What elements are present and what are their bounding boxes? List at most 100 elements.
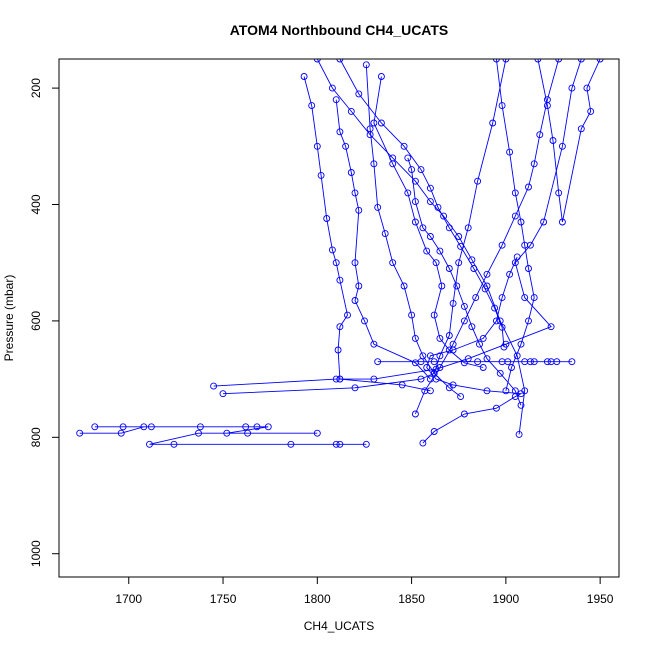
data-point bbox=[525, 265, 532, 272]
series-profile-d bbox=[332, 96, 434, 383]
series-line bbox=[335, 99, 431, 380]
data-point bbox=[498, 241, 506, 249]
data-point bbox=[449, 340, 457, 348]
data-point bbox=[336, 323, 344, 331]
data-point bbox=[436, 352, 444, 360]
data-point bbox=[370, 119, 378, 127]
data-point bbox=[445, 332, 453, 339]
data-point bbox=[313, 59, 321, 63]
x-tick-label: 1700 bbox=[115, 592, 142, 606]
y-tick-label: 1000 bbox=[29, 540, 43, 567]
series-line bbox=[365, 64, 461, 397]
data-point bbox=[119, 423, 127, 431]
data-point bbox=[328, 84, 336, 92]
data-point bbox=[502, 387, 510, 395]
data-point bbox=[242, 423, 250, 431]
data-point bbox=[530, 160, 538, 168]
series-profile-i bbox=[534, 59, 604, 226]
data-point bbox=[334, 346, 342, 354]
series-level-leg-a bbox=[374, 358, 576, 366]
y-tick-label: 200 bbox=[29, 78, 43, 98]
data-point bbox=[530, 358, 538, 366]
series-profile-m bbox=[411, 59, 563, 418]
series-line bbox=[222, 59, 507, 395]
data-point bbox=[400, 142, 408, 150]
data-point bbox=[491, 304, 499, 312]
data-point bbox=[355, 206, 363, 214]
data-point bbox=[117, 429, 125, 437]
x-axis-label: CH4_UCATS bbox=[304, 619, 374, 633]
data-point bbox=[417, 166, 425, 174]
data-point bbox=[513, 352, 521, 360]
data-point bbox=[577, 125, 585, 133]
data-point bbox=[496, 317, 504, 325]
data-point bbox=[511, 393, 519, 401]
data-point bbox=[332, 96, 340, 104]
series-profile-g bbox=[404, 154, 525, 409]
data-point bbox=[317, 171, 325, 179]
data-point bbox=[351, 384, 359, 392]
data-point bbox=[460, 302, 468, 310]
data-point bbox=[498, 102, 506, 110]
y-tick-label: 400 bbox=[29, 194, 43, 214]
data-point bbox=[504, 358, 512, 366]
data-point bbox=[432, 375, 440, 383]
data-point bbox=[502, 59, 510, 63]
data-point bbox=[411, 218, 419, 226]
data-point bbox=[555, 59, 563, 63]
data-point bbox=[351, 189, 359, 197]
data-point bbox=[577, 59, 585, 63]
data-point bbox=[511, 212, 519, 220]
data-point bbox=[417, 358, 425, 366]
data-point bbox=[568, 84, 576, 92]
data-point bbox=[530, 294, 538, 302]
data-point bbox=[332, 375, 340, 383]
plot-frame bbox=[58, 58, 620, 578]
data-point bbox=[336, 59, 344, 63]
data-point bbox=[489, 119, 497, 127]
data-point bbox=[457, 393, 465, 401]
data-point bbox=[419, 439, 427, 447]
data-point bbox=[300, 73, 308, 80]
x-tick-label: 1950 bbox=[587, 592, 614, 606]
data-point bbox=[453, 282, 461, 290]
data-point bbox=[436, 247, 444, 255]
data-point bbox=[355, 90, 363, 98]
data-point bbox=[195, 429, 202, 437]
data-point bbox=[430, 428, 438, 435]
data-point bbox=[408, 311, 416, 319]
data-point bbox=[449, 299, 457, 307]
data-point bbox=[536, 131, 544, 139]
series-profile-l bbox=[336, 59, 508, 351]
data-point bbox=[336, 276, 344, 284]
data-point bbox=[506, 148, 514, 156]
data-point bbox=[596, 59, 604, 63]
data-point bbox=[553, 358, 561, 366]
data-point bbox=[398, 381, 406, 389]
data-point bbox=[460, 317, 468, 325]
series-line bbox=[537, 59, 601, 223]
series-line bbox=[373, 76, 484, 368]
data-point bbox=[404, 189, 412, 197]
data-point bbox=[377, 119, 385, 127]
data-point bbox=[543, 96, 551, 104]
series-layer bbox=[76, 59, 604, 448]
data-point bbox=[147, 423, 155, 431]
data-point bbox=[342, 142, 350, 150]
y-tick-label: 800 bbox=[29, 427, 43, 447]
data-point bbox=[264, 423, 272, 431]
data-point bbox=[419, 224, 427, 232]
series-profile-b bbox=[219, 59, 510, 398]
data-point bbox=[347, 169, 355, 176]
data-point bbox=[366, 131, 374, 139]
data-point bbox=[525, 183, 532, 191]
data-point bbox=[498, 294, 506, 302]
data-point bbox=[438, 282, 446, 290]
data-point bbox=[426, 352, 434, 360]
data-point bbox=[423, 364, 431, 371]
series-profile-h bbox=[492, 59, 538, 395]
data-point bbox=[464, 224, 472, 232]
data-point bbox=[460, 410, 468, 418]
data-point bbox=[434, 203, 442, 211]
